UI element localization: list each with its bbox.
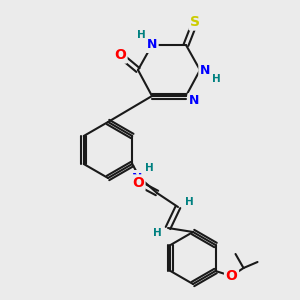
Text: O: O xyxy=(226,269,238,283)
Text: H: H xyxy=(153,228,161,238)
Text: S: S xyxy=(190,15,200,29)
Text: N: N xyxy=(200,64,210,76)
Text: O: O xyxy=(132,176,144,190)
Text: H: H xyxy=(212,74,220,84)
Text: H: H xyxy=(136,30,146,40)
Text: O: O xyxy=(114,48,126,62)
Text: H: H xyxy=(184,197,194,207)
Text: N: N xyxy=(132,172,142,184)
Text: H: H xyxy=(145,163,153,173)
Text: N: N xyxy=(147,38,157,52)
Text: N: N xyxy=(189,94,199,107)
